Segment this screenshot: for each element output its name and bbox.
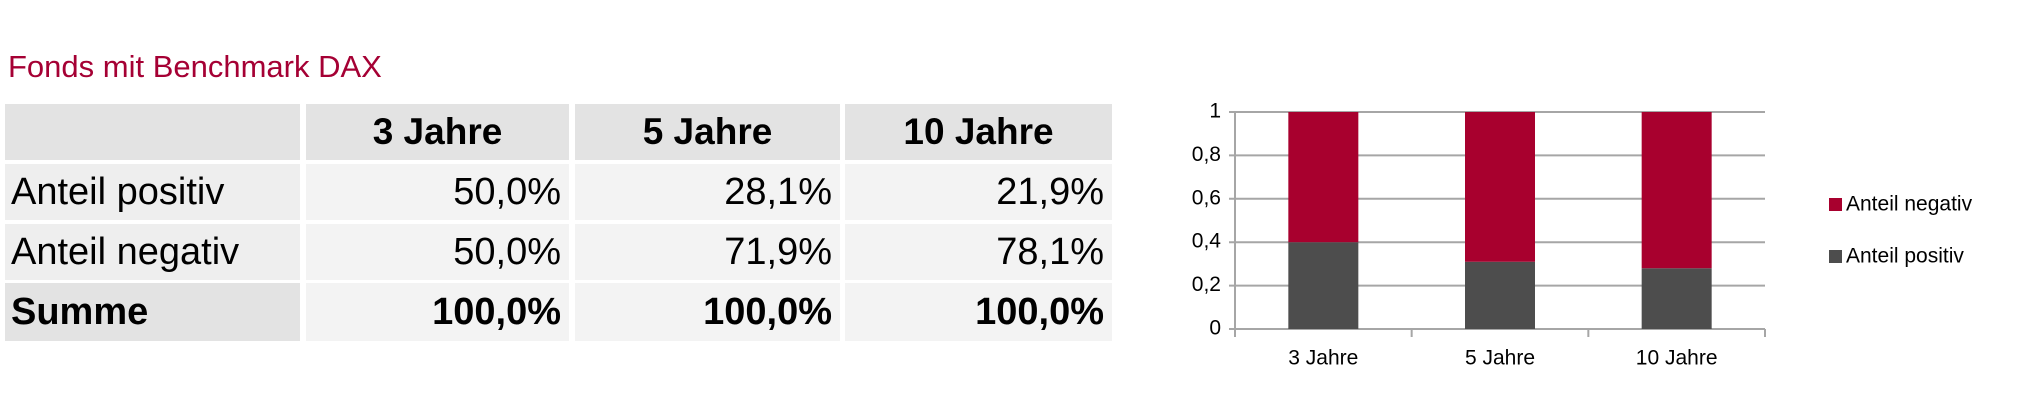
column-header: 10 Jahre [903, 111, 1053, 152]
table-cell [306, 224, 569, 280]
column-header: 5 Jahre [643, 111, 773, 152]
bar-segment [1465, 112, 1535, 262]
row-label: Anteil positiv [11, 171, 224, 213]
table-value: 100,0% [432, 291, 561, 333]
table-cell [306, 164, 569, 220]
x-tick-label: 3 Jahre [1288, 347, 1358, 370]
table-cell [575, 283, 840, 341]
row-label: Anteil negativ [11, 231, 239, 273]
table-cell [575, 164, 840, 220]
legend-label: Anteil negativ [1846, 193, 1973, 216]
table-cell [306, 283, 569, 341]
legend-label: Anteil positiv [1846, 245, 1964, 268]
table-cell [575, 224, 840, 280]
bar-segment [1641, 112, 1712, 269]
header-cell [306, 104, 569, 160]
bar-segment [1288, 112, 1359, 243]
header-cell [5, 104, 300, 160]
row-label-cell [5, 224, 300, 280]
header-cell [575, 104, 840, 160]
table-value: 21,9% [996, 171, 1104, 213]
table-value: 50,0% [453, 171, 561, 213]
table-value: 100,0% [975, 291, 1104, 333]
y-tick-label: 0 [1209, 317, 1221, 340]
table-cell [845, 164, 1112, 220]
row-label-cell [5, 283, 300, 341]
bar-segment [1288, 242, 1359, 329]
bar-segment [1641, 268, 1712, 329]
y-tick-label: 0,6 [1192, 186, 1221, 209]
page-title: Fonds mit Benchmark DAX [8, 49, 382, 84]
y-tick-label: 0,8 [1192, 143, 1221, 166]
row-label: Summe [11, 291, 148, 333]
table-value: 71,9% [724, 231, 832, 273]
legend-swatch [1829, 250, 1842, 263]
column-header: 3 Jahre [373, 111, 503, 152]
x-tick-label: 10 Jahre [1636, 347, 1718, 370]
row-label-cell [5, 164, 300, 220]
bar-segment [1465, 261, 1535, 329]
header-cell [845, 104, 1112, 160]
table-value: 28,1% [724, 171, 832, 213]
table-value: 100,0% [703, 291, 832, 333]
table-cell [845, 283, 1112, 341]
y-tick-label: 0,2 [1192, 273, 1221, 296]
y-tick-label: 0,4 [1192, 230, 1222, 253]
x-tick-label: 5 Jahre [1465, 347, 1535, 370]
table-cell [845, 224, 1112, 280]
legend-swatch [1829, 198, 1842, 211]
y-tick-label: 1 [1209, 100, 1221, 123]
table-value: 50,0% [453, 231, 561, 273]
table-value: 78,1% [996, 231, 1104, 273]
